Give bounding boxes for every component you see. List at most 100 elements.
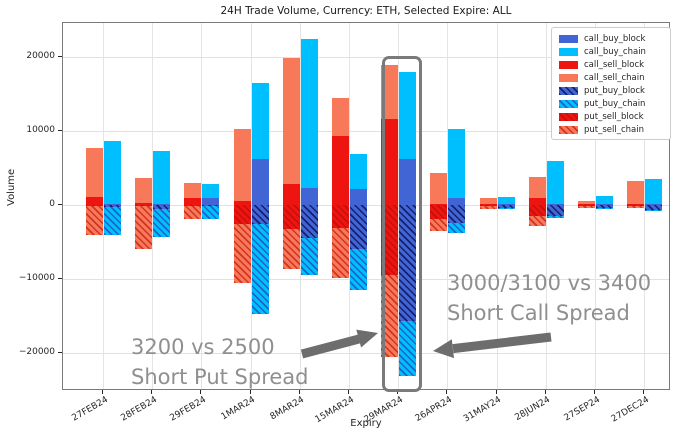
call_sell_chain-segment	[135, 177, 153, 203]
gridline-vertical	[447, 23, 449, 389]
call_sell_chain-segment	[381, 65, 399, 120]
x-tick-mark	[249, 390, 251, 394]
legend-item-call_sell_chain: call_sell_chain	[552, 71, 670, 84]
put_buy_block-segment	[153, 205, 171, 209]
put_sell_block-segment	[135, 205, 153, 207]
put_sell_chain-segment	[430, 219, 448, 231]
legend-item-call_sell_block: call_sell_block	[552, 58, 670, 71]
put_sell_chain-segment	[86, 206, 103, 235]
call_buy_chain-segment	[350, 153, 367, 190]
x-tick-mark	[446, 390, 448, 394]
annotation-call-spread-line1: 3000/3100 vs 3400	[447, 271, 652, 295]
call_sell_chain-segment	[86, 148, 103, 197]
call_buy_chain-segment	[153, 150, 171, 205]
call_sell_block-segment	[184, 197, 202, 205]
put_buy_block-segment	[300, 205, 318, 239]
put_sell_block-segment	[430, 205, 448, 220]
legend-swatch-call_sell_block	[559, 60, 578, 69]
call_buy_block-segment	[448, 197, 466, 205]
call_buy_block-segment	[645, 204, 663, 205]
y-tick-mark	[58, 277, 62, 279]
put_buy_chain-segment	[153, 208, 171, 237]
put_buy_chain-segment	[300, 238, 318, 275]
y-tick-label: −20000	[18, 346, 55, 357]
legend-swatch-put_buy_block	[559, 86, 578, 95]
put_sell_chain-segment	[184, 205, 202, 220]
legend-item-put_buy_chain: put_buy_chain	[552, 97, 670, 110]
x-axis-label: Expiry	[350, 418, 382, 429]
legend-label: put_sell_block	[584, 111, 644, 122]
put_sell_chain-segment	[332, 227, 349, 278]
highlight-box	[382, 56, 422, 392]
legend-label: call_buy_block	[584, 33, 646, 44]
gridline-vertical	[250, 23, 252, 389]
y-tick-mark	[58, 351, 62, 353]
put_sell_chain-segment	[282, 229, 300, 269]
put_buy_block-segment	[104, 205, 121, 208]
put_buy_chain-segment	[596, 207, 613, 209]
put_buy_block-segment	[251, 205, 269, 224]
call_sell_block-segment	[627, 203, 645, 205]
put_sell_block-segment	[86, 205, 103, 207]
put_sell_block-segment	[528, 205, 546, 217]
put_buy_chain-segment	[202, 205, 220, 220]
put_buy_chain-segment	[546, 216, 564, 218]
put_sell_block-segment	[184, 205, 202, 206]
call_sell_block-segment	[578, 204, 595, 205]
gridline-vertical	[299, 23, 301, 389]
call_buy_block-segment	[300, 187, 318, 205]
y-tick-mark	[58, 129, 62, 131]
put_sell_block-segment	[578, 205, 595, 206]
y-tick-label: 0	[49, 198, 55, 209]
call_sell_block-segment	[528, 197, 546, 205]
x-tick-mark	[594, 390, 595, 394]
gridline-vertical	[545, 23, 547, 389]
annotation-put-spread-line1: 3200 vs 2500	[131, 335, 275, 359]
call_sell_chain-segment	[332, 98, 349, 137]
put_sell_block-segment	[233, 205, 251, 224]
call_sell_chain-segment	[627, 180, 645, 204]
put_buy_block-segment	[596, 205, 613, 208]
call_sell_chain-segment	[282, 58, 300, 185]
put_sell_block-segment	[332, 205, 349, 228]
put_buy_chain-segment	[645, 210, 663, 211]
call_buy_block-segment	[202, 197, 220, 205]
put_buy_block-segment	[645, 205, 663, 211]
legend-item-put_sell_chain: put_sell_chain	[552, 123, 670, 136]
call_buy_chain-segment	[448, 128, 466, 198]
call_buy_block-segment	[546, 204, 564, 205]
call_sell_chain-segment	[479, 197, 497, 205]
x-tick-mark	[200, 390, 202, 394]
gridline-vertical	[496, 23, 498, 389]
chart-title: 24H Trade Volume, Currency: ETH, Selecte…	[220, 5, 512, 17]
legend-label: put_buy_block	[584, 85, 645, 96]
call_buy_chain-segment	[645, 179, 663, 205]
y-tick-label: −10000	[18, 272, 55, 283]
call_buy_block-segment	[153, 204, 171, 205]
legend-swatch-call_sell_chain	[559, 73, 578, 82]
legend-swatch-put_sell_block	[559, 112, 578, 121]
y-tick-label: 20000	[26, 50, 55, 61]
gridline-vertical	[349, 23, 350, 389]
call_sell_chain-segment	[184, 182, 202, 198]
call_buy_chain-segment	[596, 196, 613, 205]
legend-swatch-call_buy_block	[559, 34, 578, 43]
put_buy_chain-segment	[104, 207, 121, 235]
legend: call_buy_block call_buy_chain call_sell_bl…	[551, 27, 671, 140]
x-tick-mark	[102, 390, 103, 394]
legend-item-call_buy_chain: call_buy_chain	[552, 45, 670, 58]
gridline-horizontal	[63, 57, 669, 58]
gridline-vertical	[595, 23, 596, 389]
call_sell_block-segment	[233, 200, 251, 205]
put_sell_chain-segment	[135, 206, 153, 250]
gridline-horizontal	[63, 131, 669, 132]
call_buy_chain-segment	[399, 71, 417, 160]
put_sell_block-segment	[282, 205, 300, 230]
legend-item-put_sell_block: put_sell_block	[552, 110, 670, 123]
call_sell_block-segment	[430, 204, 448, 205]
call_buy_chain-segment	[546, 161, 564, 205]
put_sell_block-segment	[627, 205, 645, 206]
put_sell_block-segment	[479, 205, 497, 206]
legend-label: call_sell_chain	[584, 72, 645, 83]
